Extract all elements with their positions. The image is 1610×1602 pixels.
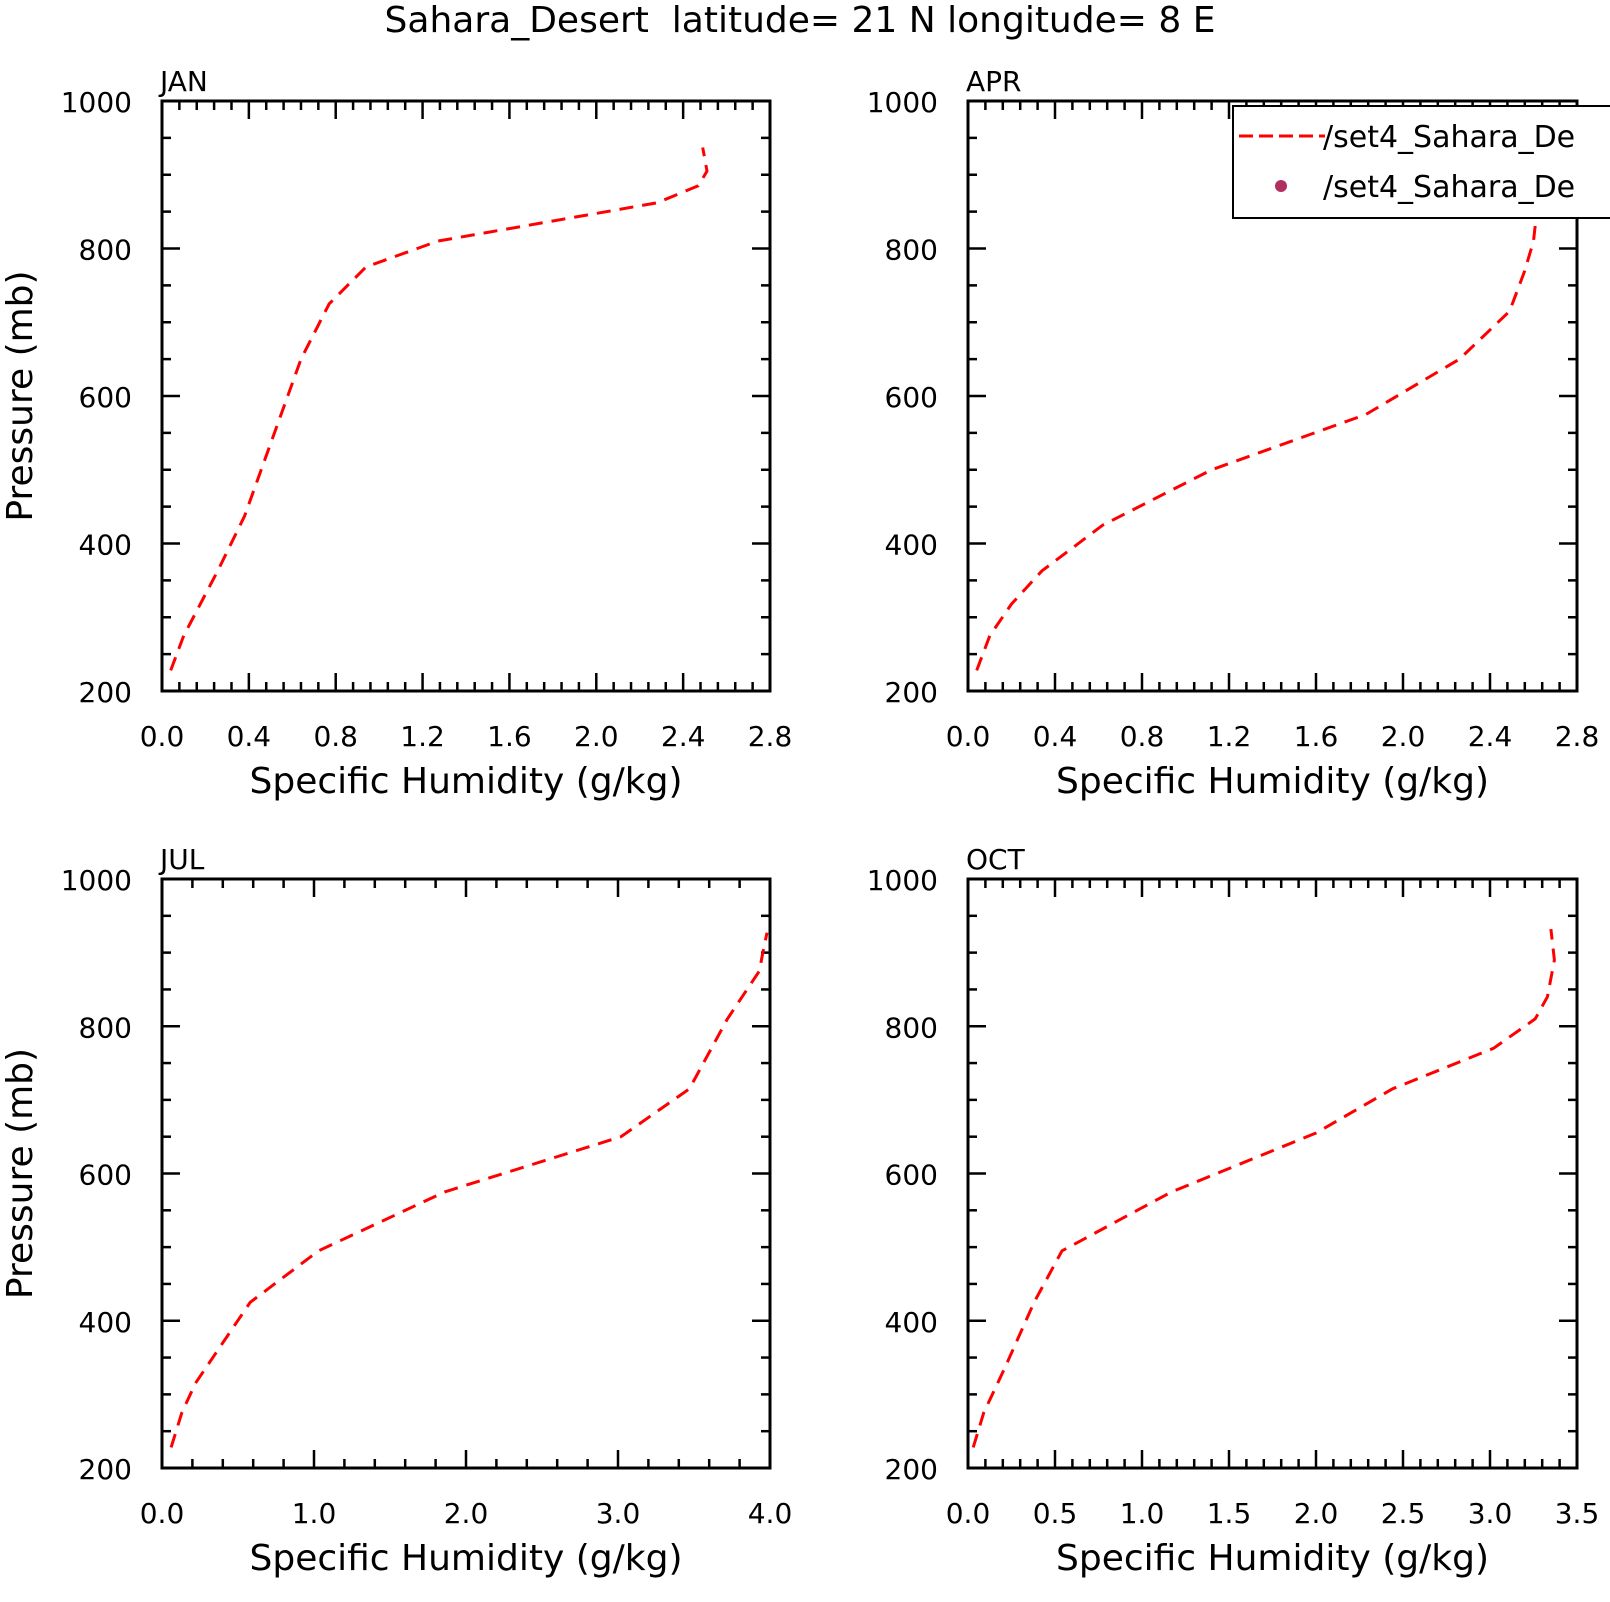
x-axis-label: Specific Humidity (g/kg)	[1056, 1538, 1489, 1579]
figure-title: Sahara_Desert latitude= 21 N longitude= …	[385, 0, 1216, 41]
series-line	[169, 147, 709, 671]
x-tick-label: 3.0	[596, 1497, 641, 1530]
panel-jan: JAN 200 400 600 800 1000 0.0 0.4 0.8 1.2 1.6 2.0 2.4…	[0, 65, 792, 802]
x-tick-label: 0.0	[946, 720, 991, 753]
panel-label: OCT	[966, 843, 1026, 876]
x-tick-label: 3.0	[1468, 1497, 1513, 1530]
x-axis-label: Specific Humidity (g/kg)	[249, 1538, 682, 1579]
x-tick-label: 1.2	[1207, 720, 1252, 753]
y-tick-label: 1000	[61, 86, 132, 119]
y-tick-label: 400	[885, 529, 938, 562]
y-tick-label: 1000	[867, 86, 938, 119]
legend-label: /set4_Sahara_De	[1323, 170, 1575, 205]
y-tick-label: 400	[79, 1306, 132, 1339]
y-tick-label: 600	[79, 1159, 132, 1192]
x-tick-label: 0.8	[1120, 720, 1165, 753]
x-tick-label: 0.8	[313, 720, 358, 753]
y-tick-label: 200	[79, 676, 132, 709]
x-tick-label: 2.8	[748, 720, 793, 753]
x-tick-label: 1.6	[487, 720, 532, 753]
plot-frame	[160, 99, 772, 693]
panel-label: JAN	[158, 65, 208, 98]
x-tick-label: 1.0	[292, 1497, 337, 1530]
x-tick-label: 2.4	[1468, 720, 1513, 753]
legend: /set4_Sahara_De/set4_Sahara_De	[1232, 105, 1610, 219]
y-tick-label: 800	[79, 1011, 132, 1044]
panel-label: JUL	[158, 843, 205, 876]
series-line	[971, 928, 1556, 1448]
series-line	[169, 932, 769, 1448]
y-tick-label: 1000	[61, 864, 132, 897]
y-tick-label: 800	[885, 234, 938, 267]
y-tick-label: 200	[885, 1453, 938, 1486]
y-tick-label: 400	[79, 529, 132, 562]
x-tick-label: 4.0	[748, 1497, 793, 1530]
x-tick-label: 0.4	[1033, 720, 1078, 753]
y-axis-label: Pressure (mb)	[0, 270, 41, 521]
legend-box	[1232, 105, 1610, 219]
y-tick-label: 1000	[867, 864, 938, 897]
x-tick-label: 3.5	[1555, 1497, 1600, 1530]
y-tick-label: 800	[885, 1011, 938, 1044]
panel-oct: OCT 200 400 600 800 1000 0.0 0.5 1.0 1.5 2.0 2.5 3.0…	[867, 843, 1600, 1579]
legend-swatch-dot	[1275, 180, 1287, 192]
y-tick-label: 400	[885, 1306, 938, 1339]
x-axis-label: Specific Humidity (g/kg)	[1056, 761, 1489, 802]
x-tick-label: 2.0	[1294, 1497, 1339, 1530]
x-tick-label: 2.4	[661, 720, 706, 753]
plot-frame	[160, 877, 772, 1470]
panels: JAN 200 400 600 800 1000 0.0 0.4 0.8 1.2 1.6 2.0 2.4…	[0, 65, 1599, 1579]
x-axis-label: Specific Humidity (g/kg)	[249, 761, 682, 802]
x-tick-label: 2.0	[1381, 720, 1426, 753]
x-tick-label: 0.0	[946, 1497, 991, 1530]
y-axis-label: Pressure (mb)	[0, 1048, 41, 1299]
x-tick-label: 1.2	[400, 720, 445, 753]
x-tick-label: 1.0	[1120, 1497, 1165, 1530]
x-tick-label: 2.0	[444, 1497, 489, 1530]
x-tick-label: 0.0	[140, 1497, 185, 1530]
y-tick-label: 200	[79, 1453, 132, 1486]
x-tick-label: 0.0	[140, 720, 185, 753]
x-tick-label: 2.5	[1381, 1497, 1426, 1530]
series-line	[975, 154, 1542, 671]
y-tick-label: 600	[885, 381, 938, 414]
y-tick-label: 600	[885, 1159, 938, 1192]
legend-label: /set4_Sahara_De	[1323, 120, 1575, 155]
y-tick-label: 800	[79, 234, 132, 267]
x-tick-label: 0.5	[1033, 1497, 1078, 1530]
panel-jul: JUL 200 400 600 800 1000 0.0 1.0 2.0 3.0 4.0 Specif…	[0, 843, 792, 1579]
x-tick-label: 0.4	[227, 720, 272, 753]
x-tick-label: 1.6	[1294, 720, 1339, 753]
x-tick-label: 1.5	[1207, 1497, 1252, 1530]
x-tick-label: 2.0	[574, 720, 619, 753]
x-tick-label: 2.8	[1555, 720, 1600, 753]
y-tick-label: 200	[885, 676, 938, 709]
y-tick-label: 600	[79, 381, 132, 414]
plot-frame	[966, 877, 1579, 1470]
panel-label: APR	[966, 65, 1022, 98]
